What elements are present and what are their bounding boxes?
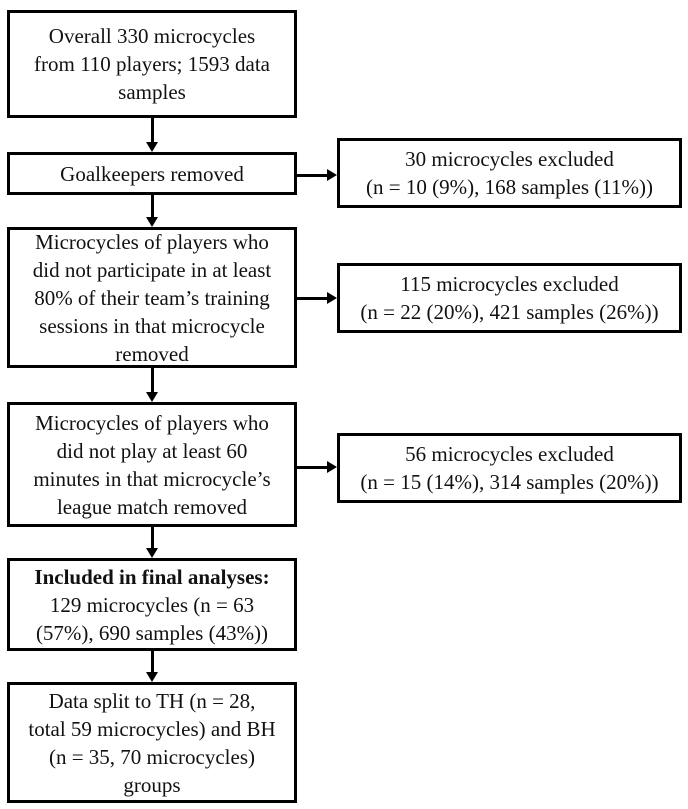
flow-box-participation-removed: Microcycles of players who did not parti…	[7, 227, 297, 368]
flow-arrow-down-2-icon	[150, 195, 154, 217]
flow-box-overall-text: Overall 330 microcycles from 110 players…	[34, 24, 270, 104]
flow-box-included-final-text: 129 microcycles (n = 63 (57%), 690 sampl…	[35, 592, 269, 645]
flow-arrow-right-1-icon	[297, 173, 327, 177]
flow-arrow-down-3-icon	[150, 368, 154, 392]
flow-arrow-right-3-icon	[297, 465, 327, 469]
flow-box-data-split: Data split to TH (n = 28, total 59 micro…	[7, 682, 297, 803]
flow-arrow-down-1-icon	[150, 118, 154, 142]
flow-arrow-right-2-icon	[297, 296, 327, 300]
flow-box-participation-removed-text: Microcycles of players who did not parti…	[32, 229, 272, 366]
flow-box-excluded-playtime-text: 56 microcycles excluded (n = 15 (14%), 3…	[360, 442, 659, 494]
flow-arrow-down-5-icon	[150, 651, 154, 672]
flow-box-excluded-participation: 115 microcycles excluded (n = 22 (20%), …	[337, 263, 682, 333]
flow-box-excluded-goalkeepers-text: 30 microcycles excluded (n = 10 (9%), 16…	[366, 147, 653, 199]
flow-arrow-down-4-icon	[150, 527, 154, 548]
flow-box-excluded-participation-text: 115 microcycles excluded (n = 22 (20%), …	[360, 272, 659, 324]
flow-box-included-final-title: Included in final analyses:	[34, 564, 270, 589]
flow-box-excluded-goalkeepers: 30 microcycles excluded (n = 10 (9%), 16…	[337, 138, 682, 208]
flow-box-included-final: Included in final analyses: 129 microcyc…	[7, 558, 297, 651]
flow-box-goalkeepers-removed: Goalkeepers removed	[7, 152, 297, 195]
flow-box-playtime-removed: Microcycles of players who did not play …	[7, 402, 297, 527]
flow-box-overall: Overall 330 microcycles from 110 players…	[7, 10, 297, 118]
flow-box-excluded-playtime: 56 microcycles excluded (n = 15 (14%), 3…	[337, 433, 682, 503]
flow-box-playtime-removed-text: Microcycles of players who did not play …	[33, 410, 271, 519]
flow-box-goalkeepers-removed-text: Goalkeepers removed	[60, 161, 244, 186]
flow-box-data-split-text: Data split to TH (n = 28, total 59 micro…	[28, 688, 276, 797]
